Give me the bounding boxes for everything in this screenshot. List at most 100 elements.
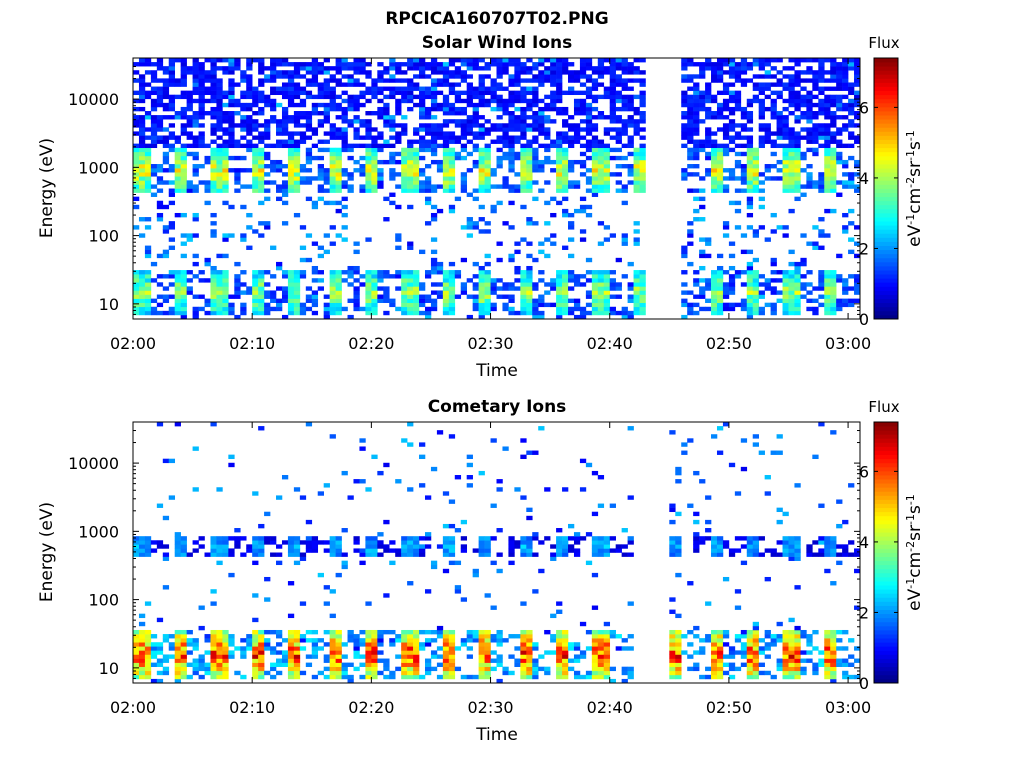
colorbar-swatch — [874, 233, 898, 238]
heatmap-cell — [579, 229, 587, 234]
heatmap-cell — [365, 646, 372, 651]
heatmap-cell — [687, 261, 694, 267]
heatmap-cell — [323, 168, 330, 173]
heatmap-cell — [538, 168, 545, 173]
heatmap-cell — [687, 241, 694, 246]
heatmap-cell — [728, 274, 736, 279]
heatmap-cell — [299, 131, 307, 136]
heatmap-cell — [180, 143, 187, 149]
heatmap-cell — [305, 70, 313, 75]
heatmap-cell — [627, 119, 634, 124]
heatmap-cell — [830, 306, 837, 312]
heatmap-cell — [138, 621, 146, 627]
heatmap-cell — [788, 78, 795, 83]
heatmap-cell — [597, 552, 605, 557]
heatmap-cell — [675, 670, 682, 676]
heatmap-cell — [591, 634, 599, 639]
heatmap-cell — [770, 306, 777, 312]
heatmap-cell — [424, 200, 432, 206]
heatmap-cell — [806, 66, 813, 71]
heatmap-cell — [478, 176, 485, 181]
heatmap-cell — [174, 658, 181, 663]
heatmap-cell — [138, 98, 146, 104]
heatmap-cell — [693, 294, 700, 299]
heatmap-cell — [264, 155, 271, 161]
heatmap-cell — [138, 86, 146, 91]
heatmap-cell — [413, 176, 420, 181]
colorbar-swatch — [874, 180, 898, 185]
heatmap-cell — [240, 119, 247, 124]
heatmap-cell — [413, 674, 420, 680]
heatmap-cell — [133, 168, 140, 173]
heatmap-cell — [371, 654, 378, 659]
heatmap-cell — [818, 294, 825, 299]
heatmap-cell — [442, 306, 450, 312]
heatmap-cell — [669, 662, 676, 667]
heatmap-cell — [514, 241, 521, 246]
heatmap-cell — [711, 159, 718, 165]
heatmap-cell — [854, 282, 861, 287]
heatmap-cell — [305, 654, 313, 659]
heatmap-cell — [472, 143, 479, 149]
heatmap-cell — [329, 180, 336, 185]
heatmap-cell — [329, 646, 336, 651]
heatmap-cell — [824, 106, 831, 112]
heatmap-cell — [788, 184, 795, 189]
heatmap-cell — [264, 74, 271, 79]
heatmap-cell — [436, 66, 444, 71]
heatmap-cell — [681, 58, 688, 63]
heatmap-cell — [359, 172, 366, 177]
heatmap-cell — [627, 282, 634, 287]
heatmap-cell — [681, 176, 688, 181]
heatmap-cell — [740, 164, 748, 169]
heatmap-cell — [597, 184, 605, 189]
heatmap-cell — [448, 560, 456, 566]
heatmap-cell — [526, 139, 533, 144]
heatmap-cell — [442, 666, 450, 672]
heatmap-cell — [216, 662, 223, 667]
heatmap-cell — [424, 143, 432, 149]
heatmap-cell — [538, 298, 545, 303]
heatmap-cell — [460, 106, 468, 112]
y-tick-label: 100 — [88, 227, 119, 246]
heatmap-cell — [621, 237, 628, 242]
heatmap-cell — [752, 310, 759, 316]
heatmap-cell — [133, 536, 140, 541]
heatmap-cell — [573, 548, 581, 553]
heatmap-cell — [782, 66, 789, 71]
heatmap-cell — [401, 274, 408, 279]
heatmap-cell — [711, 666, 718, 672]
heatmap-cell — [174, 282, 181, 287]
heatmap-cell — [585, 94, 593, 100]
colorbar-label: eV-1cm-2sr-1s-1 — [904, 130, 925, 247]
heatmap-cell — [389, 642, 396, 647]
heatmap-cell — [198, 674, 205, 680]
heatmap-cell — [204, 650, 211, 655]
heatmap-cell — [407, 66, 414, 71]
heatmap-cell — [156, 98, 164, 104]
heatmap-cell — [454, 646, 462, 651]
heatmap-cell — [293, 487, 301, 492]
heatmap-cell — [448, 629, 456, 635]
heatmap-cells — [133, 58, 861, 320]
heatmap-cell — [222, 642, 229, 647]
heatmap-cell — [669, 674, 676, 680]
heatmap-cell — [472, 62, 479, 67]
heatmap-cell — [144, 90, 152, 96]
heatmap-cell — [740, 82, 748, 87]
heatmap-cell — [395, 666, 402, 672]
heatmap-cell — [424, 188, 432, 193]
heatmap-cell — [401, 278, 408, 283]
heatmap-cell — [591, 274, 599, 279]
heatmap-cell — [597, 544, 605, 549]
heatmap-cell — [448, 208, 456, 214]
heatmap-cell — [246, 638, 253, 643]
heatmap-cell — [693, 650, 700, 655]
heatmap-cell — [484, 290, 491, 295]
heatmap-cell — [204, 298, 211, 303]
heatmap-cell — [568, 184, 575, 189]
heatmap-cell — [794, 135, 801, 140]
heatmap-cell — [365, 298, 372, 303]
heatmap-cell — [711, 131, 718, 136]
heatmap-cell — [627, 139, 634, 144]
